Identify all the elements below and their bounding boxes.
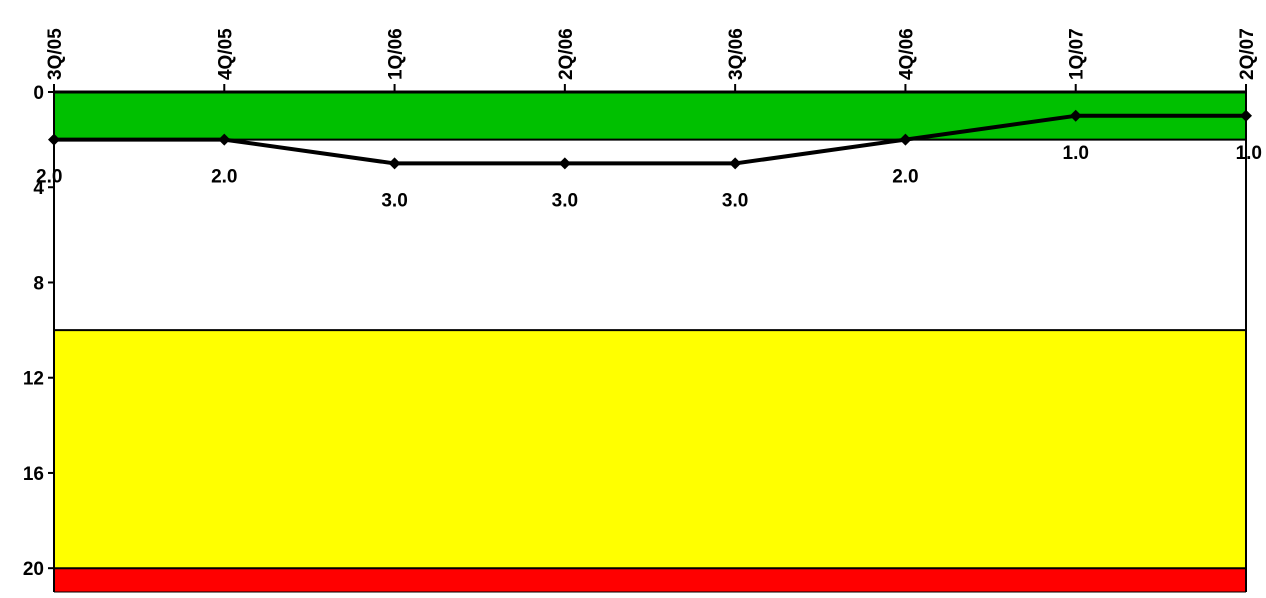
y-tick-label: 16 bbox=[23, 464, 44, 485]
data-point bbox=[1069, 109, 1082, 122]
data-point bbox=[388, 157, 401, 170]
y-tick-label: 8 bbox=[33, 273, 44, 294]
data-point bbox=[729, 157, 742, 170]
data-label: 1.0 bbox=[1063, 143, 1089, 164]
y-tick-label: 0 bbox=[33, 83, 44, 104]
data-label: 2.0 bbox=[211, 167, 237, 188]
data-label: 3.0 bbox=[381, 190, 407, 211]
y-axis-ticks: 0 4 8 12 16 20 bbox=[23, 83, 54, 580]
data-label: 3.0 bbox=[722, 190, 748, 211]
x-tick-label: 3Q/05 bbox=[45, 28, 66, 80]
band-borders bbox=[54, 138, 1246, 570]
series-markers bbox=[48, 109, 1252, 170]
series-line-path bbox=[54, 113, 1246, 166]
series-line bbox=[54, 113, 1246, 166]
data-label: 2.0 bbox=[36, 167, 62, 188]
data-label: 3.0 bbox=[552, 190, 578, 211]
band-3 bbox=[54, 568, 1246, 592]
axes bbox=[53, 90, 1247, 593]
y-tick-label: 4 bbox=[33, 178, 44, 199]
data-point bbox=[558, 157, 571, 170]
data-point bbox=[218, 133, 231, 146]
data-label: 1.0 bbox=[1236, 143, 1262, 164]
band-0 bbox=[54, 92, 1246, 140]
x-tick-label: 1Q/06 bbox=[386, 28, 407, 80]
x-tick-label: 1Q/07 bbox=[1067, 28, 1088, 80]
x-tick-label: 2Q/07 bbox=[1237, 28, 1258, 80]
data-point bbox=[899, 133, 912, 146]
data-labels: 2.0 2.0 3.0 3.0 3.0 2.0 1.0 1.0 bbox=[36, 143, 1262, 212]
x-tick-label: 3Q/06 bbox=[726, 28, 747, 80]
band-2 bbox=[54, 330, 1246, 569]
band-1 bbox=[54, 139, 1246, 331]
x-axis-ticks: 3Q/05 4Q/05 1Q/06 2Q/06 3Q/06 4Q/06 1Q/07 2Q/07 bbox=[45, 28, 1258, 92]
y-tick-label: 12 bbox=[23, 369, 44, 390]
data-point bbox=[48, 133, 60, 146]
data-point bbox=[1240, 109, 1252, 122]
x-tick-label: 4Q/05 bbox=[215, 28, 236, 80]
x-tick-label: 2Q/06 bbox=[556, 28, 577, 80]
threshold-bands bbox=[54, 92, 1246, 592]
y-tick-label: 20 bbox=[23, 559, 44, 580]
data-label: 2.0 bbox=[892, 167, 918, 188]
x-tick-label: 4Q/06 bbox=[896, 28, 917, 80]
